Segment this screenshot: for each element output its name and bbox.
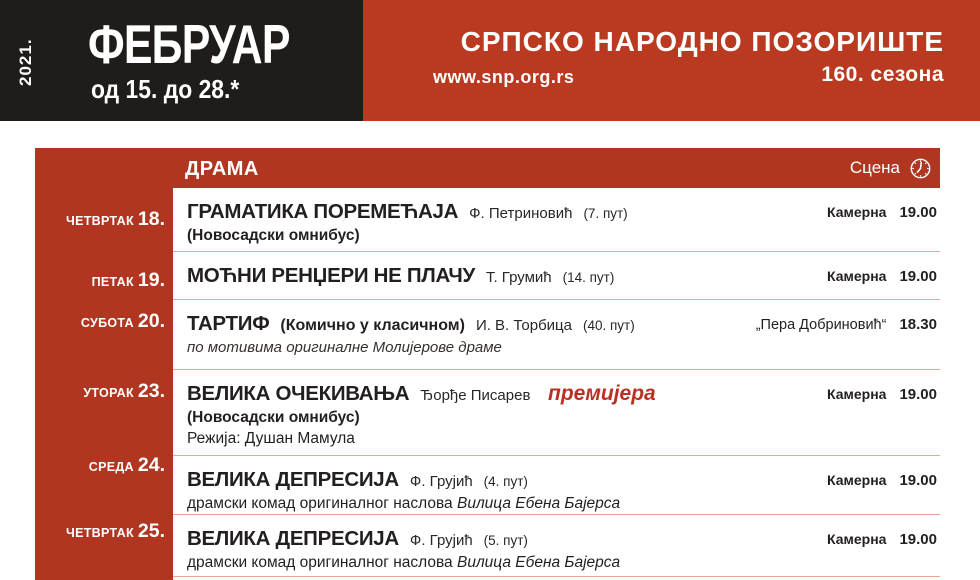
performance-note: по мотивима оригиналне Молијерове драме <box>187 339 502 356</box>
stage-time: Камерна 19.00 <box>827 204 937 221</box>
day-name: ПЕТАК <box>91 275 134 289</box>
schedule-row: ГРАМАТИКА ПОРЕМЕЋАЈА Ф. Петриновић (7. п… <box>173 188 940 252</box>
day-name: ЧЕТВРТАК <box>66 214 134 228</box>
performance-count: (4. пут) <box>483 474 528 489</box>
start-time: 19.00 <box>899 268 937 285</box>
day-name: ЧЕТВРТАК <box>66 526 134 540</box>
performance-count: (40. пут) <box>582 318 635 333</box>
note-text: драмски комад оригиналног наслова <box>187 554 457 571</box>
performance-count: (5. пут) <box>483 533 528 548</box>
website-url: www.snp.org.rs <box>433 67 575 87</box>
stage-column-header: Сцена <box>850 148 932 188</box>
performance-author: Ђорђе Писарев <box>420 387 531 404</box>
stage-time: „Пера Добриновић“ 18.30 <box>756 316 937 333</box>
performance-title: МОЋНИ РЕНЏЕРИ НЕ ПЛАЧУ <box>187 264 475 287</box>
performance-note: драмски комад оригиналног наслова Вилица… <box>187 554 940 572</box>
year-label: 2021. <box>16 38 35 86</box>
performance-count: (14. пут) <box>562 270 615 285</box>
day-number: 20. <box>137 310 165 332</box>
performance-author: Ф. Грујић <box>409 473 473 490</box>
date-range-label: од 15. до 28.* <box>91 74 240 104</box>
date-column <box>35 188 173 580</box>
section-label-drama: ДРАМА <box>185 158 259 180</box>
stage-time: Камерна 19.00 <box>827 531 937 548</box>
schedule-table: ДРАМА Сцена ЧЕТВРТАК 18. ПЕТАК 19. СУБОТА 2… <box>35 148 940 580</box>
schedule-row: ВЕЛИКА ДЕПРЕСИЈА Ф. Грујић (4. пут) драм… <box>173 456 940 515</box>
performance-line: МОЋНИ РЕНЏЕРИ НЕ ПЛАЧУ Т. Грумић (14. пу… <box>187 264 940 288</box>
performance-line: ВЕЛИКА ДЕПРЕСИЈА Ф. Грујић (4. пут) <box>187 468 940 492</box>
day-name: УТОРАК <box>83 386 134 400</box>
performance-author: Ф. Грујић <box>409 532 473 549</box>
start-time: 19.00 <box>899 472 937 489</box>
schedule-date: ЧЕТВРТАК 25. <box>35 520 165 543</box>
month-black-box: 2021. ФЕБРУАР од 15. до 28.* <box>0 0 363 121</box>
performance-author: Ф. Петриновић <box>469 205 573 222</box>
note-text: драмски комад оригиналног наслова <box>187 495 457 512</box>
stage-name: Камерна <box>827 531 887 547</box>
performance-line: ГРАМАТИКА ПОРЕМЕЋАЈА Ф. Петриновић (7. п… <box>187 200 940 224</box>
note-original-title: Вилица Ебена Бајерса <box>456 495 621 512</box>
performance-note: (Новосадски омнибус) <box>187 227 360 244</box>
theater-name: СРПСКО НАРОДНО ПОЗОРИШТЕ <box>460 26 944 57</box>
schedule-date: ЧЕТВРТАК 18. <box>35 208 165 231</box>
day-number: 23. <box>137 380 165 402</box>
clock-icon <box>910 158 931 178</box>
note-original-title: Вилица Ебена Бајерса <box>456 554 621 571</box>
schedule-row: ТАРТИФ (Комично у класичном) И. В. Торби… <box>173 300 940 370</box>
start-time: 18.30 <box>899 316 937 333</box>
stage-time: Камерна 19.00 <box>827 268 937 285</box>
performance-line: ВЕЛИКА ОЧЕКИВАЊА Ђорђе Писарев <box>187 382 940 406</box>
start-time: 19.00 <box>899 531 937 548</box>
day-number: 19. <box>137 269 165 291</box>
schedule-row: ВЕЛИКА ОЧЕКИВАЊА Ђорђе Писарев премијера… <box>173 370 940 456</box>
day-name: СРЕДА <box>88 460 134 474</box>
schedule-date: СУБОТА 20. <box>35 310 165 333</box>
performance-note: (Новосадски омнибус) <box>187 409 360 426</box>
schedule-date: СРЕДА 24. <box>35 454 165 477</box>
schedule-row: МОЋНИ РЕНЏЕРИ НЕ ПЛАЧУ Т. Грумић (14. пу… <box>173 252 940 300</box>
schedule-date: ПЕТАК 19. <box>35 269 165 292</box>
performance-title: ВЕЛИКА ДЕПРЕСИЈА <box>187 468 399 491</box>
performance-note: драмски комад оригиналног наслова Вилица… <box>187 495 940 513</box>
start-time: 19.00 <box>899 386 937 403</box>
stage-header-label: Сцена <box>849 158 900 177</box>
performance-director: Режија: Душан Мамула <box>187 430 355 447</box>
schedule-date: УТОРАК 23. <box>35 380 165 403</box>
stage-name: „Пера Добриновић“ <box>755 317 887 333</box>
month-title: ФЕБРУАР <box>88 13 290 75</box>
schedule-row: ВЕЛИКА ДЕПРЕСИЈА Ф. Грујић (5. пут) драм… <box>173 515 940 577</box>
performance-subtitle: (Комично у класичном) <box>280 317 465 334</box>
performance-line: ВЕЛИКА ДЕПРЕСИЈА Ф. Грујић (5. пут) <box>187 527 940 551</box>
day-number: 18. <box>137 208 165 230</box>
stage-time: Камерна 19.00 <box>827 386 937 403</box>
performance-title: ГРАМАТИКА ПОРЕМЕЋАЈА <box>187 200 459 223</box>
stage-name: Камерна <box>827 268 887 284</box>
stage-time: Камерна 19.00 <box>827 472 937 489</box>
performance-title: ВЕЛИКА ОЧЕКИВАЊА <box>187 382 410 405</box>
stage-name: Камерна <box>827 386 887 402</box>
day-name: СУБОТА <box>80 316 134 330</box>
start-time: 19.00 <box>899 204 937 221</box>
day-number: 25. <box>137 520 165 542</box>
stage-name: Камерна <box>827 472 887 488</box>
performance-line: ТАРТИФ (Комично у класичном) И. В. Торби… <box>187 312 940 336</box>
day-number: 24. <box>137 454 165 476</box>
performance-author: И. В. Торбица <box>475 317 572 334</box>
masthead-band: 2021. ФЕБРУАР од 15. до 28.* СРПСКО НАРО… <box>0 0 980 121</box>
performance-title: ТАРТИФ <box>187 312 270 335</box>
performance-author: Т. Грумић <box>485 269 552 286</box>
performance-title: ВЕЛИКА ДЕПРЕСИЈА <box>187 527 399 550</box>
premiere-label: премијера <box>548 382 656 405</box>
season-label: 160. сезона <box>821 63 944 86</box>
stage-name: Камерна <box>827 204 887 220</box>
performance-count: (7. пут) <box>583 206 628 221</box>
table-header-bar: ДРАМА Сцена <box>35 148 940 188</box>
